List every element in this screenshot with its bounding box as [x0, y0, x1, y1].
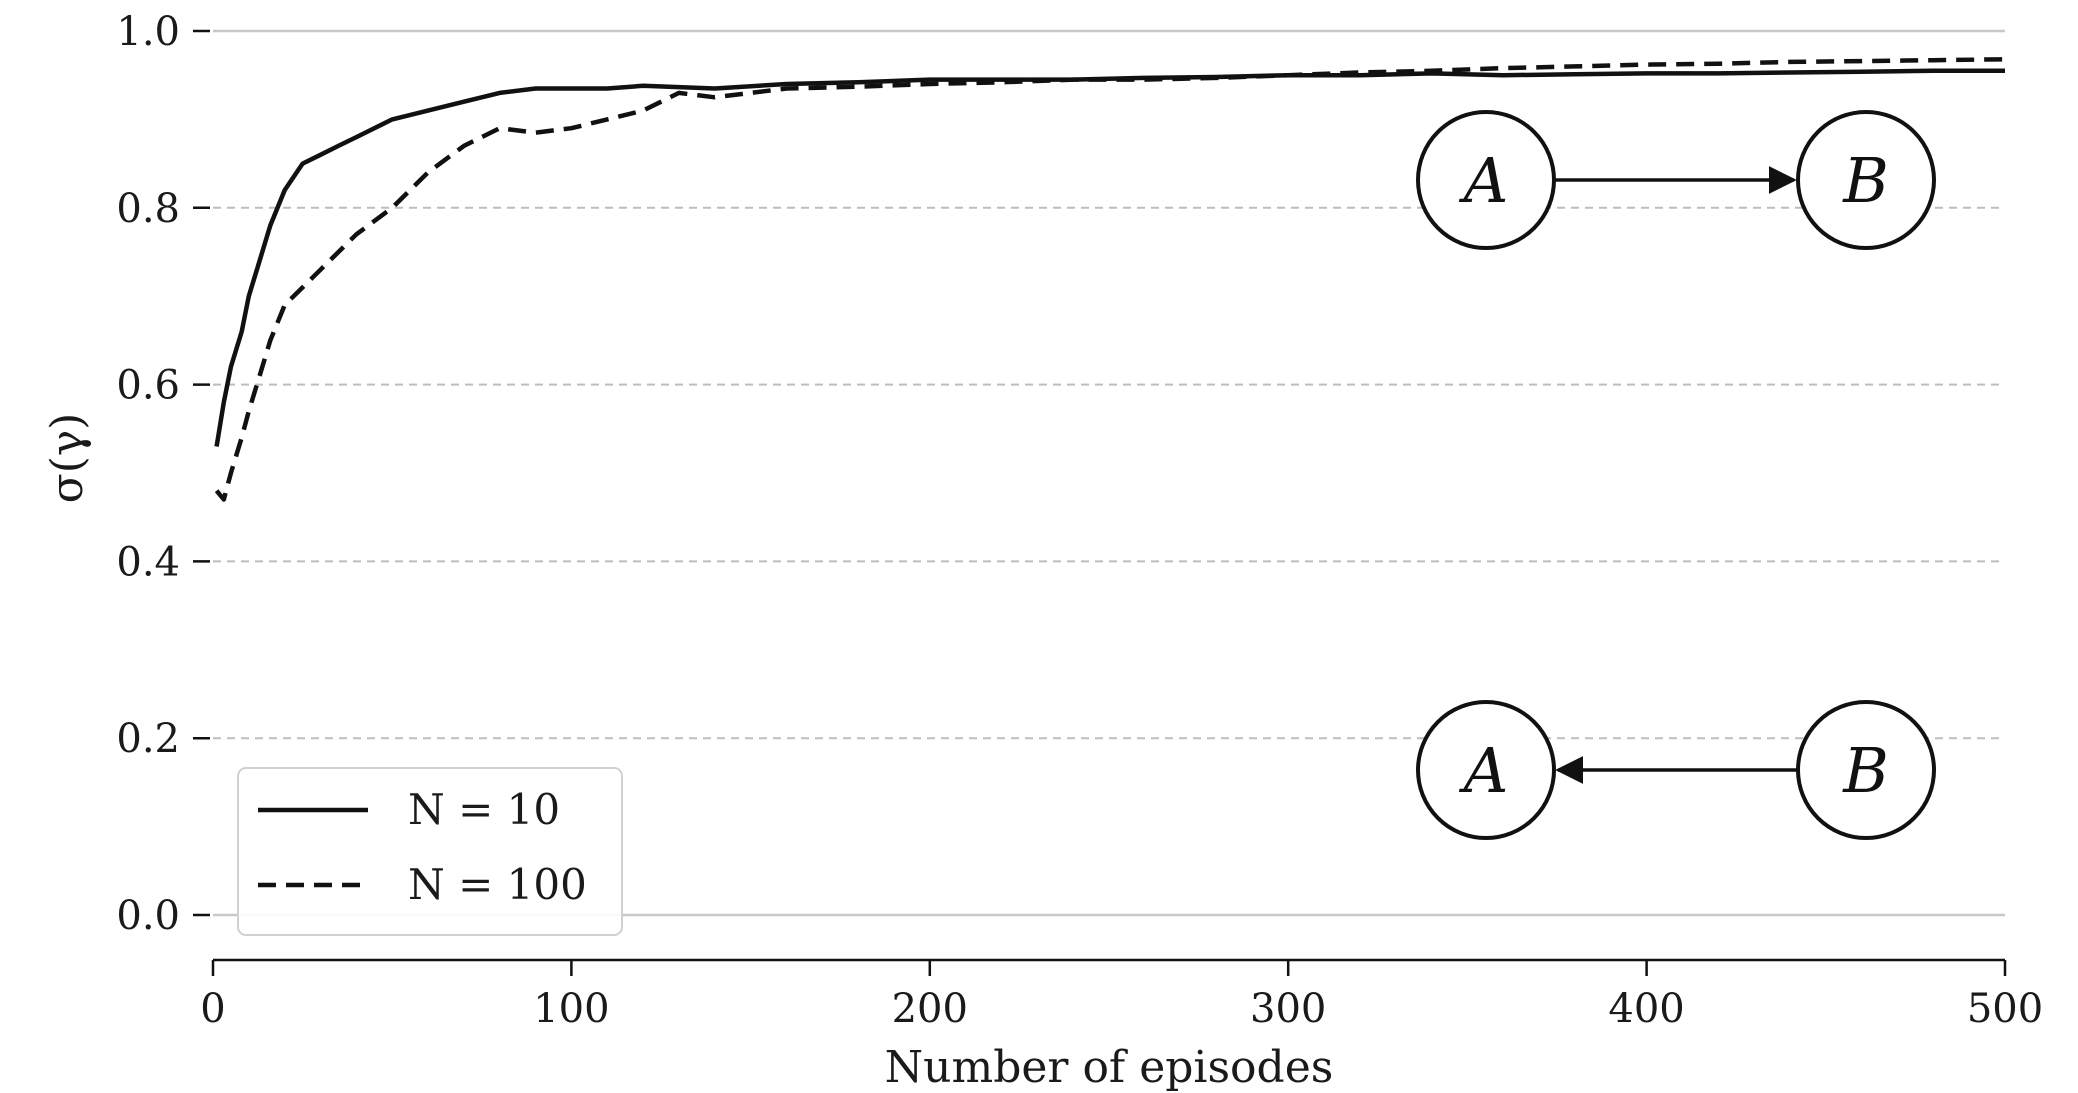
diagram-layer: A B A B: [1416, 110, 1936, 840]
axis-layer: Number of episodes σ(γ) 0.0 0.2 0.4 0.6 0.8 1…: [42, 9, 2043, 1093]
y-tick-label: 1.0: [116, 9, 180, 55]
graph-node-label: B: [1842, 144, 1889, 217]
graph-node: [1416, 700, 1556, 840]
legend-label: N = 10: [408, 785, 560, 834]
x-tick-label: 500: [1967, 986, 2043, 1032]
grid-layer: [213, 29, 2005, 917]
y-tick-label: 0.8: [116, 186, 180, 232]
y-axis-label: σ(γ): [42, 413, 93, 504]
legend: N = 10 N = 100: [237, 767, 623, 936]
series-line: [214, 68, 2005, 447]
x-axis-label: Number of episodes: [885, 1042, 1334, 1093]
x-tick-label: 0: [200, 986, 225, 1032]
x-tick-label: 200: [892, 986, 968, 1032]
series-line: [214, 57, 2006, 502]
x-tick-label: 100: [533, 986, 609, 1032]
graph-node-label: A: [1459, 144, 1509, 217]
graph-node-label: A: [1459, 734, 1509, 807]
x-tick-label: 400: [1608, 986, 1684, 1032]
graph-node: [1796, 110, 1936, 250]
y-tick-label: 0.6: [116, 363, 180, 409]
x-tick-label: 300: [1250, 986, 1326, 1032]
series-layer: [214, 57, 2006, 502]
y-tick-label: 0.2: [116, 716, 180, 762]
y-tick-label: 0.0: [116, 893, 180, 939]
legend-label: N = 100: [408, 860, 587, 909]
graph-node-label: B: [1842, 734, 1889, 807]
y-tick-label: 0.4: [116, 539, 180, 585]
